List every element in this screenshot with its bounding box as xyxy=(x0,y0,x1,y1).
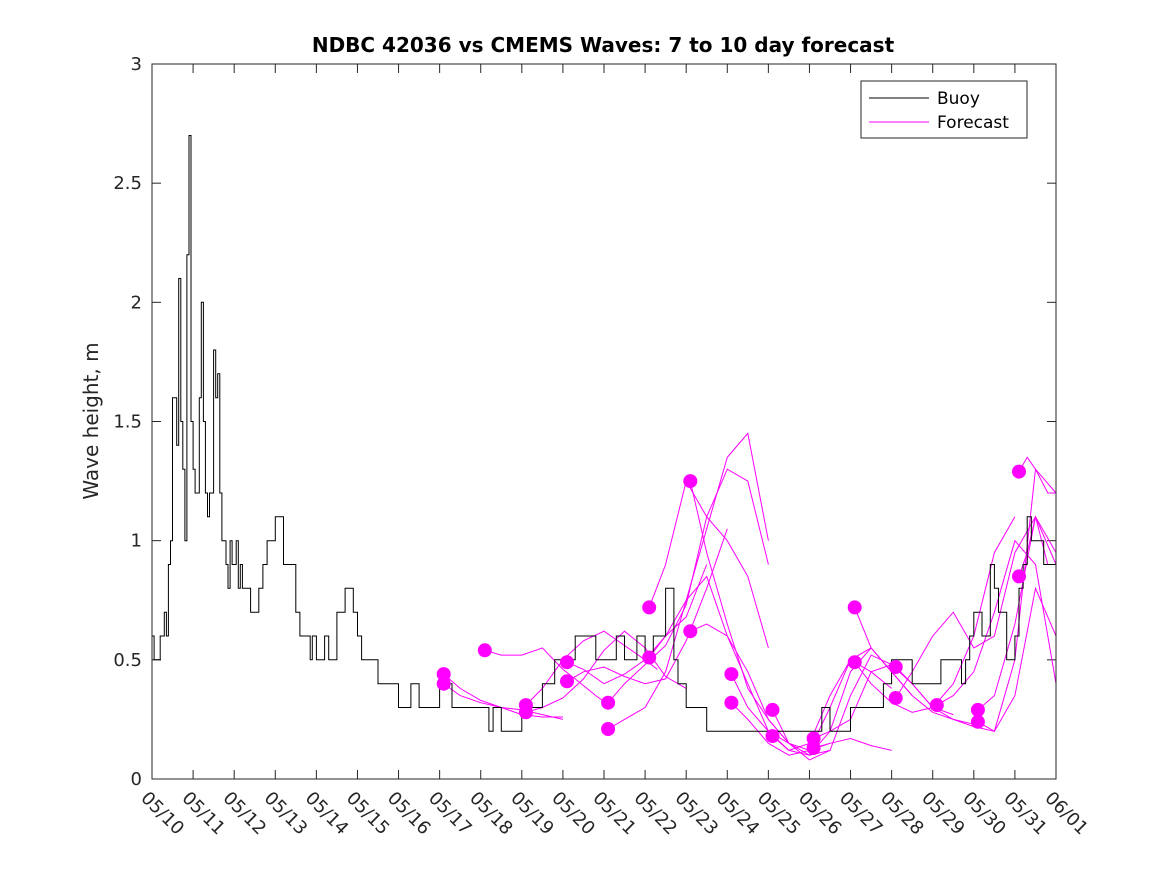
forecast-start-marker xyxy=(683,624,698,639)
forecast-line xyxy=(607,468,769,704)
forecast-start-marker xyxy=(888,691,903,705)
forecast-line xyxy=(813,737,892,751)
forecast-line xyxy=(977,586,1057,732)
buoy-line xyxy=(152,135,1057,732)
forecast-start-marker xyxy=(765,729,780,744)
forecast-line xyxy=(895,515,1057,699)
legend: Buoy Forecast xyxy=(860,80,1028,139)
y-tick-label: 0.5 xyxy=(113,650,142,671)
forecast-start-marker xyxy=(765,702,780,717)
y-tick-label: 2 xyxy=(131,292,142,313)
forecast-start-marker xyxy=(477,643,492,658)
forecast-start-marker xyxy=(642,650,657,665)
forecast-line xyxy=(772,654,913,761)
forecast-line xyxy=(690,623,831,756)
plot-area xyxy=(152,135,1057,761)
forecast-line xyxy=(977,515,1057,711)
forecast-start-marker xyxy=(724,667,739,682)
forecast-start-marker xyxy=(518,705,533,720)
forecast-start-marker xyxy=(601,695,616,710)
forecast-line xyxy=(689,480,831,751)
forecast-start-marker xyxy=(560,674,574,689)
forecast-line xyxy=(648,575,790,744)
forecast-start-marker xyxy=(601,722,616,736)
y-tick-label: 1.5 xyxy=(113,412,142,433)
forecast-start-marker xyxy=(847,655,862,670)
forecast-start-marker xyxy=(847,600,862,615)
forecast-start-marker xyxy=(888,660,903,674)
forecast-start-marker xyxy=(683,474,698,489)
y-tick-label: 1 xyxy=(131,531,142,552)
forecast-start-marker xyxy=(436,667,451,682)
y-axis-label: Wave height, m xyxy=(79,342,103,499)
forecast-start-marker xyxy=(436,676,451,691)
forecast-start-marker xyxy=(1012,569,1026,584)
forecast-line xyxy=(1018,456,1056,494)
forecast-line xyxy=(936,539,1057,706)
forecast-start-marker xyxy=(724,695,739,710)
y-tick-label: 0 xyxy=(131,769,142,790)
legend-label-buoy: Buoy xyxy=(937,89,980,109)
chart-title: NDBC 42036 vs CMEMS Waves: 7 to 10 day f… xyxy=(312,33,895,57)
y-tick-labels: 0 0.5 1 1.5 2 2.5 3 xyxy=(113,54,142,790)
legend-label-forecast: Forecast xyxy=(937,113,1009,133)
axes-ticks xyxy=(151,63,1057,780)
y-tick-label: 2.5 xyxy=(113,173,142,194)
forecast-line xyxy=(525,630,687,713)
forecast-start-marker xyxy=(1012,464,1026,479)
forecast-start-marker xyxy=(560,655,574,670)
forecast-line xyxy=(566,528,728,685)
forecast-line xyxy=(484,647,613,708)
forecast-start-marker xyxy=(806,741,821,755)
legend-box xyxy=(860,80,1028,139)
forecast-line xyxy=(566,564,708,685)
forecast-start-marker xyxy=(929,698,944,713)
forecast-start-marker xyxy=(970,714,985,729)
forecast-line xyxy=(648,479,769,649)
forecast-start-marker xyxy=(642,600,657,615)
axes-box xyxy=(151,63,1057,780)
forecast-line xyxy=(730,647,872,751)
forecast-start-marker xyxy=(970,702,985,717)
y-tick-label: 3 xyxy=(131,54,142,75)
